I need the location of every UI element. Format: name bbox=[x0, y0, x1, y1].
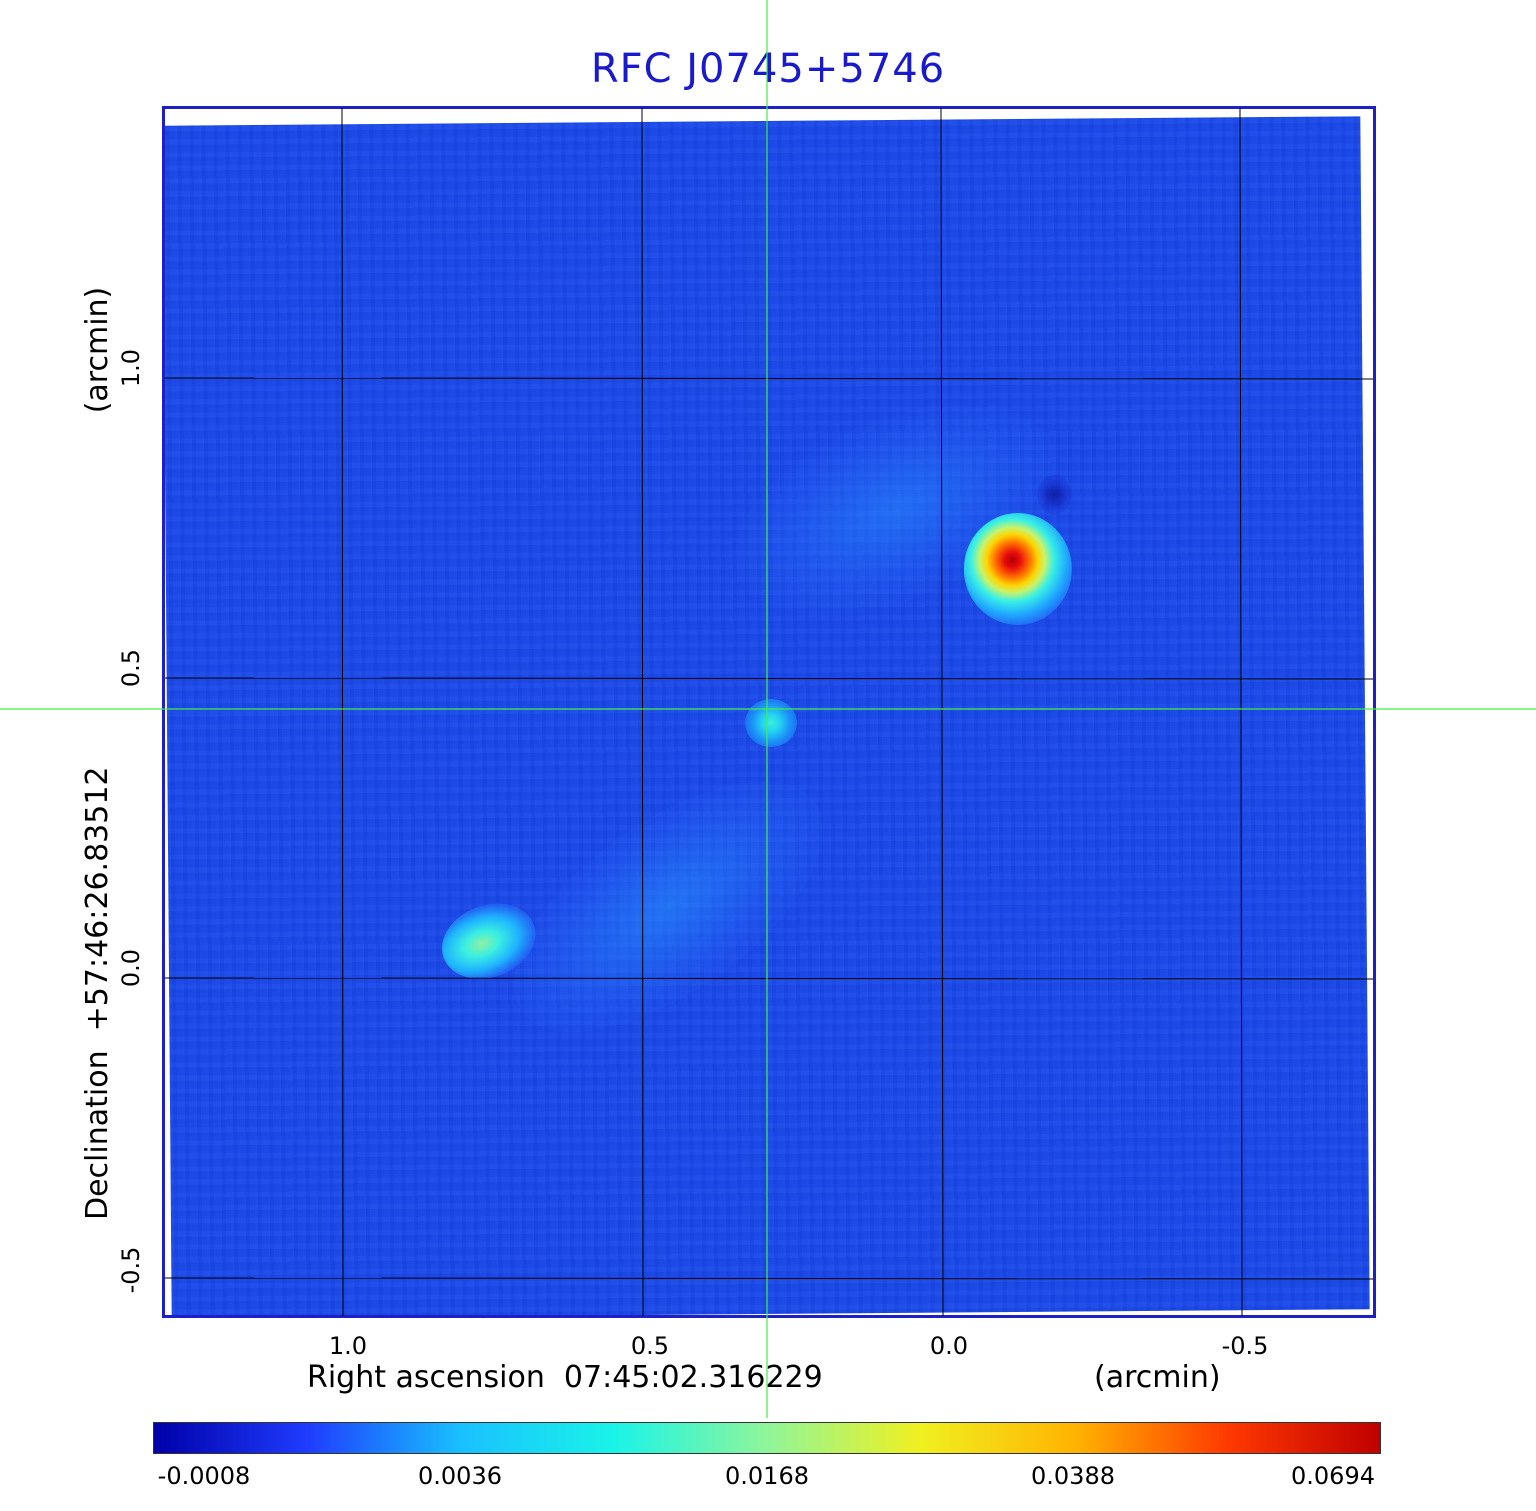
y-axis-unit: (arcmin) bbox=[80, 286, 115, 414]
x-tick-label: 0.5 bbox=[630, 1332, 670, 1360]
x-axis-unit: (arcmin) bbox=[1094, 1360, 1221, 1395]
grid-line-y-0.5 bbox=[164, 677, 1374, 680]
x-tick-label: 1.0 bbox=[328, 1332, 368, 1360]
colorbar bbox=[153, 1422, 1381, 1454]
y-tick-label: 0.5 bbox=[117, 648, 145, 688]
y-tick-label: 1.0 bbox=[117, 348, 145, 388]
x-tick-label: 0.0 bbox=[929, 1332, 969, 1360]
grid-line-y--0.5 bbox=[164, 1277, 1374, 1280]
grid-line-x-1.0 bbox=[341, 107, 344, 1317]
colorbar-label: 0.0388 bbox=[1031, 1462, 1115, 1490]
y-tick-label: -0.5 bbox=[117, 1246, 145, 1294]
sky-image-panel[interactable] bbox=[162, 106, 1376, 1318]
y-tick-label: 0.0 bbox=[117, 948, 145, 988]
x-tick-label: -0.5 bbox=[1221, 1332, 1269, 1360]
colorbar-label: 0.0694 bbox=[1291, 1462, 1375, 1490]
colorbar-label: 0.0036 bbox=[418, 1462, 502, 1490]
colorbar-label: 0.0168 bbox=[725, 1462, 809, 1490]
grid-line-x--0.5 bbox=[1239, 107, 1243, 1317]
grid-line-x-0.5 bbox=[641, 107, 644, 1317]
grid-line-x-0.0 bbox=[940, 107, 944, 1317]
x-axis-label: Right ascension 07:45:02.316229 bbox=[307, 1360, 823, 1395]
grid-line-y-1.0 bbox=[164, 377, 1374, 380]
colorbar-label: -0.0008 bbox=[157, 1462, 251, 1490]
grid-line-y-0.0 bbox=[164, 977, 1374, 980]
y-axis-label: Declination +57:46:26.83512 bbox=[80, 766, 115, 1220]
